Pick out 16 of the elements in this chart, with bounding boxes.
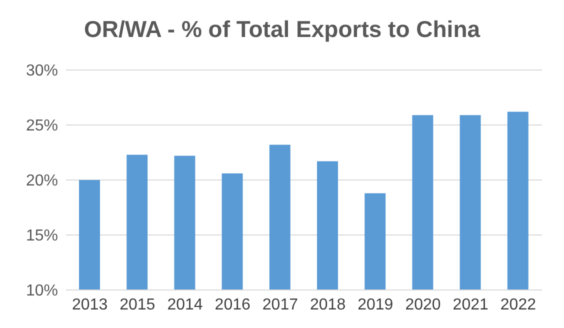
x-tick-label: 2019 (358, 296, 394, 314)
chart-title: OR/WA - % of Total Exports to China (82, 15, 482, 44)
x-tick-label: 2013 (72, 296, 108, 314)
x-tick-label: 2016 (214, 296, 250, 314)
y-tick-label: 10% (26, 282, 58, 300)
y-tick-label: 20% (26, 172, 58, 190)
x-tick-label: 2014 (167, 296, 203, 314)
y-tick-label: 30% (26, 62, 58, 80)
x-tick-label: 2022 (500, 296, 536, 314)
x-tick-label: 2017 (262, 296, 298, 314)
y-tick-label: 15% (26, 228, 58, 245)
x-tick-label: 2015 (120, 296, 156, 314)
y-tick-label: 25% (26, 118, 58, 135)
x-tick-label: 2018 (310, 296, 346, 314)
x-tick-label: 2021 (452, 296, 488, 314)
x-tick-label: 2020 (405, 296, 441, 314)
